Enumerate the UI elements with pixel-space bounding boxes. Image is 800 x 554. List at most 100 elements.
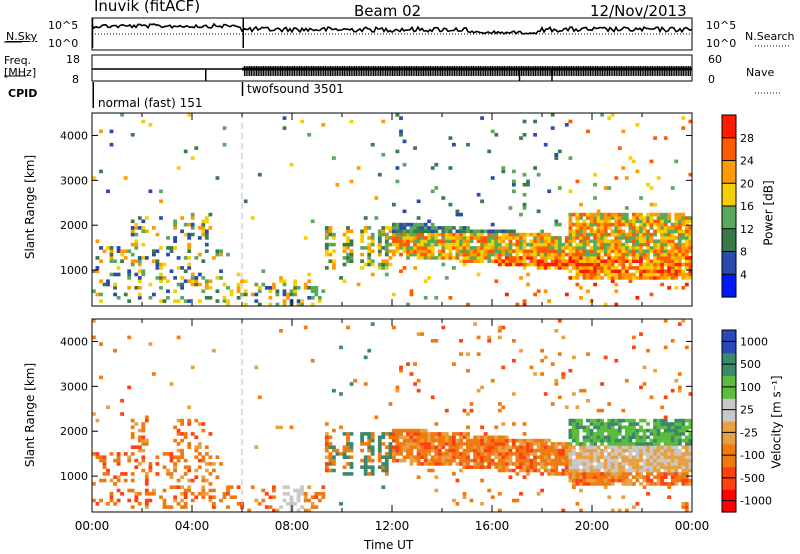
heatmap-cell — [670, 455, 675, 459]
heatmap-cell — [621, 249, 626, 253]
heatmap-cell — [667, 465, 672, 469]
heatmap-cell — [632, 212, 636, 217]
heatmap-cell — [321, 123, 326, 127]
heatmap-cell — [459, 442, 463, 446]
heatmap-cell — [540, 438, 544, 443]
heatmap-cell — [120, 398, 124, 403]
heatmap-cell — [395, 242, 400, 247]
heatmap-cell — [586, 216, 590, 220]
heatmap-cell — [324, 236, 329, 240]
heatmap-cell — [607, 212, 612, 217]
heatmap-cell — [635, 226, 640, 230]
heatmap-cell — [367, 432, 372, 436]
heatmap-cell — [204, 296, 209, 300]
heatmap-cell — [483, 465, 488, 469]
heatmap-cell — [522, 299, 527, 303]
heatmap-cell — [575, 482, 580, 486]
heatmap-cell — [487, 259, 492, 263]
heatmap-cell — [624, 468, 629, 473]
heatmap-cell — [476, 445, 481, 449]
heatmap-cell — [356, 282, 361, 287]
heatmap-cell — [430, 166, 435, 170]
heatmap-cell — [564, 405, 569, 410]
heatmap-cell — [130, 242, 135, 247]
heatmap-cell — [293, 289, 297, 293]
heatmap-cell — [582, 276, 587, 280]
heatmap-cell — [106, 468, 110, 473]
heatmap-cell — [423, 462, 428, 466]
heatmap-cell — [653, 452, 657, 456]
heatmap-cell — [152, 372, 156, 376]
heatmap-cell — [399, 116, 403, 120]
heatmap-cell — [639, 219, 643, 224]
heatmap-cell — [603, 472, 608, 476]
heatmap-cell — [342, 452, 347, 456]
heatmap-cell — [614, 435, 619, 440]
heatmap-cell — [169, 452, 174, 456]
heatmap-cell — [529, 232, 534, 237]
heatmap-cell — [550, 259, 555, 263]
heatmap-cell — [268, 286, 273, 290]
heatmap-cell — [653, 266, 657, 270]
heatmap-cell — [663, 242, 668, 247]
y-tick-label: 3000 — [60, 380, 88, 393]
heatmap-cell — [614, 428, 619, 433]
heatmap-cell — [427, 242, 432, 247]
heatmap-cell — [550, 468, 555, 473]
heatmap-cell — [624, 445, 629, 449]
heatmap-cell — [212, 505, 216, 509]
heatmap-cell — [529, 262, 534, 267]
heatmap-cell — [473, 236, 477, 240]
heatmap-cell — [148, 462, 153, 466]
heatmap-cell — [547, 266, 552, 270]
heatmap-cell — [441, 462, 446, 466]
heatmap-cell — [222, 492, 227, 496]
heatmap-cell — [444, 455, 449, 459]
heatmap-cell — [201, 289, 206, 293]
heatmap-cell — [628, 219, 633, 224]
heatmap-cell — [480, 252, 484, 257]
heatmap-cell — [603, 478, 608, 483]
heatmap-cell — [473, 322, 477, 326]
heatmap-cell — [600, 428, 604, 433]
heatmap-cell — [204, 236, 209, 240]
heatmap-cell — [596, 276, 601, 280]
heatmap-cell — [497, 465, 502, 469]
heatmap-cell — [490, 435, 495, 440]
heatmap-cell — [582, 219, 587, 224]
heatmap-cell — [176, 455, 181, 459]
heatmap-cell — [480, 445, 484, 449]
heatmap-cell — [610, 242, 615, 247]
heatmap-cell — [670, 475, 675, 479]
heatmap-cell — [614, 226, 619, 230]
heatmap-cell — [487, 462, 492, 466]
heatmap-cell — [310, 505, 315, 509]
heatmap-cell — [452, 246, 456, 250]
heatmap-cell — [409, 455, 414, 459]
heatmap-cell — [646, 445, 650, 449]
heatmap-cell — [663, 432, 668, 436]
heatmap-cell — [649, 259, 654, 263]
heatmap-cell — [582, 458, 587, 463]
heatmap-cell — [254, 365, 259, 370]
heatmap-cell — [632, 422, 636, 426]
heatmap-cell — [420, 452, 424, 456]
heatmap-cell — [448, 246, 453, 250]
heatmap-cell — [444, 276, 449, 280]
heatmap-cell — [628, 232, 633, 237]
heatmap-cell — [632, 435, 636, 440]
heatmap-cell — [437, 435, 442, 440]
heatmap-cell — [437, 458, 442, 463]
heatmap-cell — [441, 442, 446, 446]
heatmap-cell — [684, 266, 689, 270]
heatmap-cell — [600, 452, 604, 456]
heatmap-cell — [660, 226, 664, 230]
heatmap-cell — [543, 236, 548, 240]
heatmap-cell — [674, 159, 679, 164]
heatmap-cell — [490, 249, 495, 253]
heatmap-cell — [684, 465, 689, 469]
heatmap-cell — [483, 442, 488, 446]
heatmap-cell — [384, 226, 389, 230]
heatmap-cell — [579, 242, 583, 247]
heatmap-cell — [303, 495, 308, 499]
